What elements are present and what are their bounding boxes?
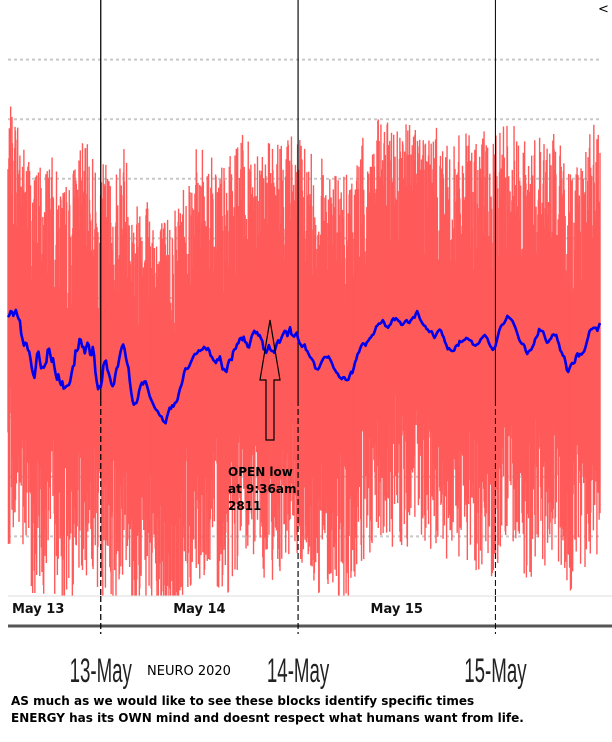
x-axis <box>8 595 612 634</box>
session-label: May 15 <box>371 602 423 617</box>
annotation-arrow <box>259 319 281 441</box>
session-labels: May 13 May 14 May 15 <box>12 602 423 617</box>
annotation-text: at 9:36am <box>228 482 296 496</box>
date-tick-label: 13-May <box>70 651 133 689</box>
series-line <box>6 308 602 425</box>
session-label: May 13 <box>12 602 64 617</box>
date-tick-labels: 13-May 14-May 15-May <box>70 651 527 689</box>
caption-line-1: AS much as we would like to see these bl… <box>11 694 475 708</box>
overlay-text: NEURO 2020 <box>147 664 231 679</box>
annotation: OPEN low at 9:36am 2811 <box>228 319 296 513</box>
caption-line-2: ENERGY has its OWN mind and doesnt respe… <box>11 711 524 725</box>
series-line-path <box>6 308 602 425</box>
date-tick-label: 14-May <box>267 651 330 689</box>
date-tick-label: 15-May <box>464 651 527 689</box>
volatility-band <box>7 106 601 596</box>
caption: AS much as we would like to see these bl… <box>11 693 607 727</box>
session-boxes <box>100 0 496 626</box>
annotation-text: OPEN low <box>228 465 293 479</box>
axis-strip <box>8 596 612 626</box>
side-indicator[interactable]: < <box>598 2 609 17</box>
session-label: May 14 <box>173 602 225 617</box>
annotation-text: 2811 <box>228 499 261 513</box>
